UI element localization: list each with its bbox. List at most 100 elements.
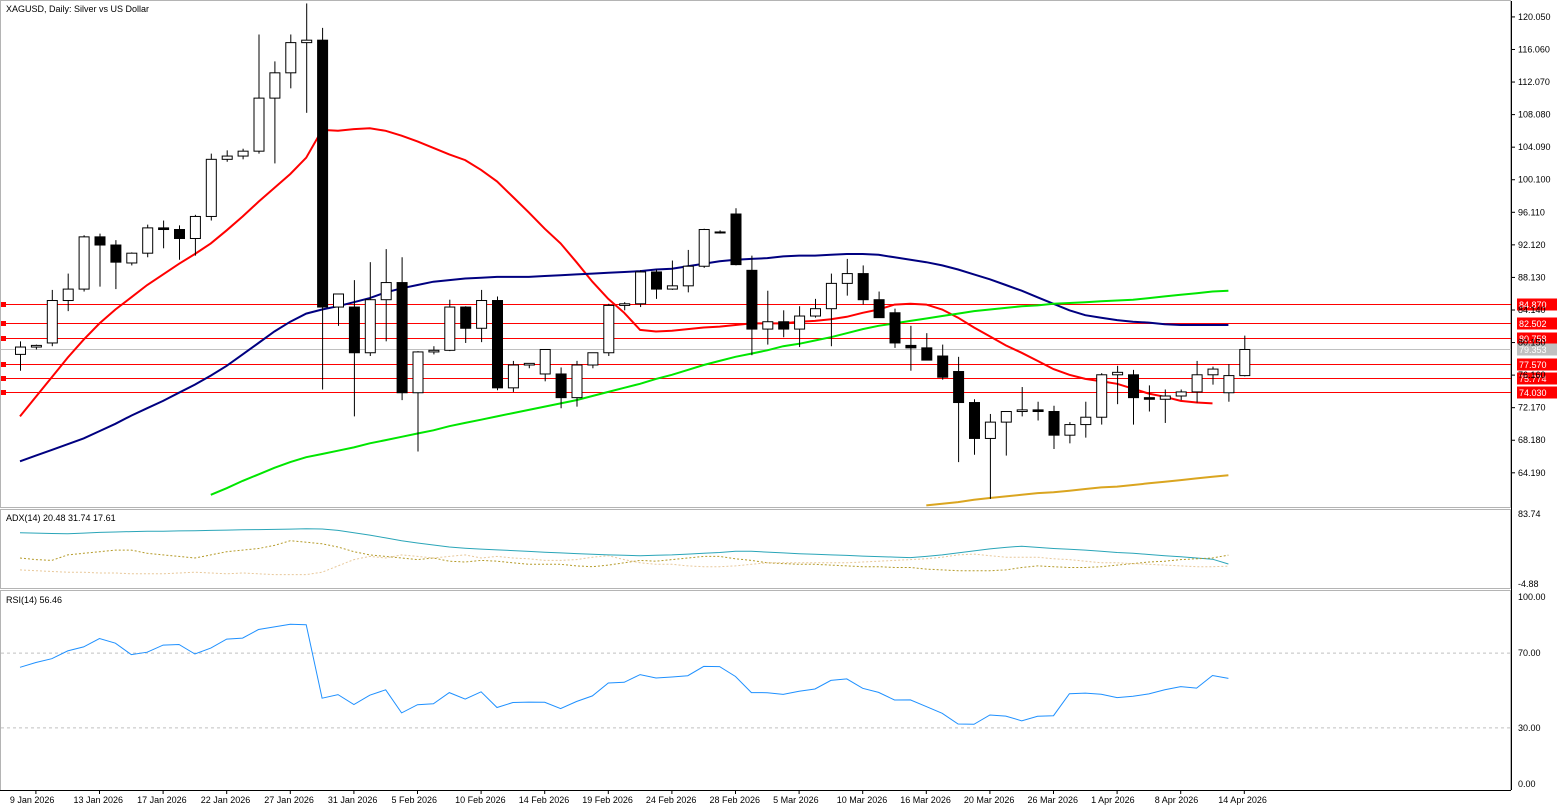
candle-body-bull bbox=[15, 346, 26, 355]
adx-lines bbox=[19, 528, 1229, 576]
candle-body-bull bbox=[444, 306, 456, 351]
date-label-11: 28 Feb 2026 bbox=[710, 795, 761, 805]
candle-body-bull bbox=[78, 236, 90, 290]
candle-body-bear bbox=[110, 244, 122, 263]
candle-38 bbox=[619, 302, 631, 311]
candle-body-bull bbox=[46, 300, 58, 344]
date-label-2: 17 Jan 2026 bbox=[137, 795, 187, 805]
candle-5 bbox=[94, 233, 106, 287]
candle-1 bbox=[30, 344, 42, 350]
level-label-2: 80.758 bbox=[1519, 334, 1547, 344]
date-label-9: 19 Feb 2026 bbox=[582, 795, 633, 805]
price-tick-label-9: 84.140 bbox=[1518, 305, 1546, 315]
level-marker-3 bbox=[1, 362, 6, 367]
candle-12 bbox=[205, 153, 217, 221]
adx-title: ADX(14) 20.48 31.74 17.61 bbox=[6, 513, 116, 523]
candle-65 bbox=[1048, 405, 1060, 450]
candle-8 bbox=[142, 224, 154, 258]
candle-52 bbox=[841, 258, 853, 296]
candle-body-bull bbox=[253, 97, 265, 152]
ma-line-2 bbox=[210, 289, 1229, 496]
candle-body-bear bbox=[348, 306, 360, 354]
candle-body-bear bbox=[555, 373, 567, 399]
candle-73 bbox=[1175, 389, 1187, 401]
candle-11 bbox=[189, 214, 201, 256]
candle-body-bull bbox=[523, 362, 535, 366]
date-label-5: 31 Jan 2026 bbox=[328, 795, 378, 805]
candle-body-bear bbox=[905, 344, 917, 349]
candle-42 bbox=[682, 249, 694, 293]
candle-body-bear bbox=[873, 299, 885, 319]
candle-66 bbox=[1064, 422, 1076, 444]
candle-55 bbox=[889, 308, 901, 348]
level-label-3: 77.570 bbox=[1519, 360, 1547, 370]
candle-37 bbox=[603, 303, 615, 357]
candle-body-bull bbox=[237, 150, 249, 157]
candle-body-bull bbox=[1175, 391, 1187, 397]
level-marker-2 bbox=[1, 336, 6, 341]
candle-body-bear bbox=[857, 273, 869, 301]
candle-67 bbox=[1080, 401, 1092, 438]
level-label-5: 74.030 bbox=[1519, 388, 1547, 398]
candle-34 bbox=[555, 367, 567, 409]
candle-23 bbox=[380, 249, 392, 342]
date-label-0: 9 Jan 2026 bbox=[10, 795, 55, 805]
price-panel-frame bbox=[0, 0, 1511, 508]
candle-body-bear bbox=[492, 300, 503, 389]
rsi-title: RSI(14) 56.46 bbox=[6, 595, 62, 605]
candle-body-bear bbox=[889, 312, 901, 344]
candle-21 bbox=[348, 280, 360, 417]
candle-body-bull bbox=[126, 252, 138, 264]
level-tag-4 bbox=[1517, 372, 1557, 385]
level-marker-1 bbox=[1, 321, 6, 326]
date-label-8: 14 Feb 2026 bbox=[519, 795, 570, 805]
candle-51 bbox=[825, 273, 837, 347]
candle-22 bbox=[364, 262, 376, 357]
level-marker-4 bbox=[1, 376, 6, 381]
candle-69 bbox=[1112, 365, 1124, 405]
level-tag-0 bbox=[1517, 298, 1557, 311]
chart-title: XAGUSD, Daily: Silver vs US Dollar bbox=[6, 4, 149, 14]
candle-body-bull bbox=[333, 293, 344, 308]
date-label-12: 5 Mar 2026 bbox=[773, 795, 819, 805]
candle-49 bbox=[794, 306, 806, 348]
candle-body-bull bbox=[364, 299, 376, 354]
price-tick-label-7: 92.120 bbox=[1518, 240, 1546, 250]
date-label-10: 24 Feb 2026 bbox=[646, 795, 697, 805]
date-label-19: 14 Apr 2026 bbox=[1218, 795, 1267, 805]
candle-64 bbox=[1032, 401, 1044, 421]
candle-35 bbox=[571, 360, 583, 407]
candle-57 bbox=[921, 333, 933, 361]
candle-body-bull bbox=[1191, 374, 1203, 393]
adx-main-line bbox=[19, 528, 1229, 565]
candle-body-bull bbox=[507, 364, 519, 389]
candle-body-bull bbox=[1096, 374, 1108, 418]
candle-body-bull bbox=[476, 300, 488, 329]
current-price-tag bbox=[1517, 343, 1557, 356]
candle-25 bbox=[412, 351, 424, 452]
date-label-7: 10 Feb 2026 bbox=[455, 795, 506, 805]
level-label-4: 75.774 bbox=[1519, 374, 1547, 384]
candle-61 bbox=[984, 413, 996, 499]
candle-30 bbox=[492, 296, 503, 391]
date-label-6: 5 Feb 2026 bbox=[392, 795, 438, 805]
candle-body-bull bbox=[635, 271, 647, 305]
candle-body-bear bbox=[937, 355, 949, 378]
rsi-tick-label-3: 0.00 bbox=[1518, 779, 1536, 789]
candle-3 bbox=[62, 273, 74, 312]
candles bbox=[15, 3, 1251, 499]
ma-line-0 bbox=[19, 127, 1213, 418]
candle-body-bull bbox=[301, 39, 313, 44]
candle-body-bear bbox=[460, 306, 472, 329]
price-tick-label-13: 68.180 bbox=[1518, 435, 1546, 445]
candle-body-bull bbox=[1064, 424, 1076, 436]
rsi-tick-label-0: 100.00 bbox=[1518, 592, 1546, 602]
candle-6 bbox=[110, 240, 122, 290]
level-tag-5 bbox=[1517, 386, 1557, 399]
candle-body-bull bbox=[1159, 395, 1171, 400]
candle-body-bear bbox=[953, 371, 965, 404]
candle-body-bull bbox=[666, 285, 678, 290]
candle-body-bull bbox=[587, 352, 599, 366]
